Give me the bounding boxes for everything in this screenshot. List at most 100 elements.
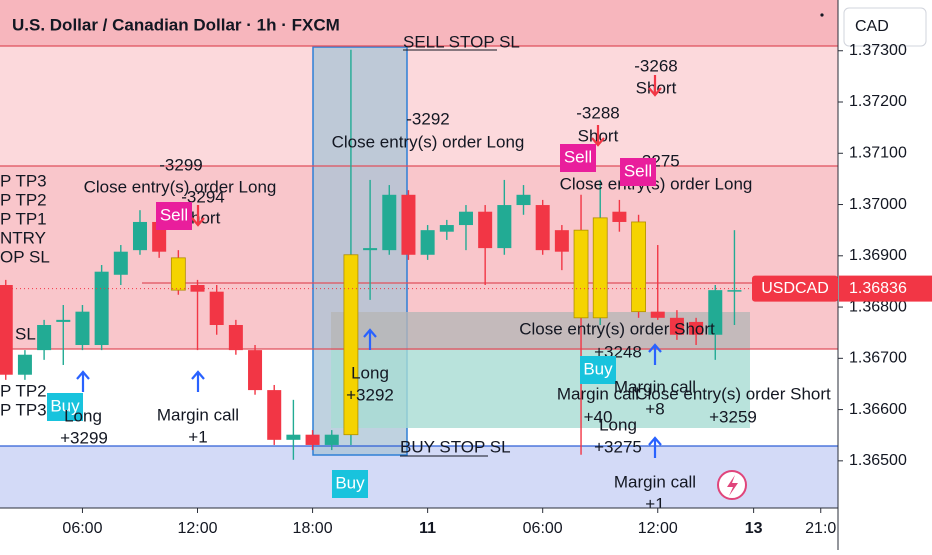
annotation: -3288 (576, 103, 619, 122)
candle-body (650, 311, 665, 318)
annotation: Long (599, 415, 637, 434)
candle-body (727, 290, 742, 292)
candle-body (190, 285, 205, 292)
x-tick-label: 12:00 (638, 520, 678, 537)
dot (820, 13, 824, 17)
annotation: P TP3 (0, 400, 47, 419)
annotation: -3268 (634, 56, 677, 75)
trade-arrow (76, 370, 90, 392)
annotation: +3275 (594, 437, 642, 456)
candle-body (363, 248, 378, 251)
x-tick-label: 13 (745, 520, 763, 537)
candle-body (401, 194, 416, 255)
signal-box (47, 393, 83, 421)
candle-body (75, 311, 90, 345)
annotation: Margin call (614, 377, 696, 396)
signal-box (580, 356, 616, 384)
annotation: BUY STOP SL (400, 437, 511, 456)
price-label: 1.36836 (849, 280, 907, 297)
candle-body (573, 229, 589, 319)
trade-arrow (648, 75, 662, 97)
annotation: -3292 (406, 109, 449, 128)
candle-body (37, 324, 52, 351)
candle-body (286, 434, 301, 440)
x-tick-label: 11 (419, 520, 436, 537)
candle-body (228, 324, 243, 351)
annotation: SELL STOP SL (403, 32, 520, 51)
annotation: +3292 (346, 385, 394, 404)
candle-body (132, 221, 147, 251)
candle-body (56, 319, 71, 322)
trade-arrow (648, 343, 662, 365)
signal-box (620, 158, 656, 186)
axis-panel (838, 0, 932, 550)
candle-body (631, 221, 646, 313)
x-tick-label: 06:00 (523, 520, 563, 537)
annotation: OP SL (0, 247, 50, 266)
candle-body (689, 321, 704, 335)
trade-arrow (191, 370, 205, 392)
candle-body (267, 390, 282, 440)
y-tick-label: 1.36900 (849, 247, 907, 264)
candle-body (420, 230, 435, 255)
annotation: +40 (584, 407, 613, 426)
signal-box (156, 202, 192, 230)
candle-body (516, 194, 531, 206)
candle-body (669, 317, 684, 335)
candle-body (535, 205, 550, 251)
annotation: Close entry(s) order Long (332, 132, 525, 151)
candle-body (382, 194, 397, 251)
y-tick-label: 1.37300 (849, 42, 907, 59)
annotation: Margin call (157, 405, 239, 424)
signal-box (560, 144, 596, 172)
plot (0, 49, 838, 460)
candle-body (94, 271, 109, 345)
signal-label: Sell (160, 205, 188, 224)
y-tick-label: 1.36600 (849, 401, 907, 418)
candle-body (554, 230, 569, 252)
symbol-tag (752, 275, 838, 302)
x-tick-label: 21:0 (805, 520, 836, 537)
annotation: +3299 (60, 428, 108, 447)
annotation: Margin call (614, 472, 696, 491)
symbol-label: USDCAD (761, 280, 829, 297)
annotation: P TP2 (0, 190, 47, 209)
candle-body (478, 211, 493, 249)
y-tick-label: 1.37200 (849, 93, 907, 110)
candle-body (248, 350, 263, 391)
trade-arrow (648, 436, 662, 458)
candle-body (113, 251, 128, 275)
candle-body (305, 434, 320, 445)
candle-body (708, 290, 723, 335)
signal-label: Buy (583, 359, 613, 378)
chart-title: U.S. Dollar / Canadian Dollar · 1h · FXC… (12, 15, 340, 34)
position-box (331, 350, 750, 428)
currency-button[interactable] (843, 7, 927, 47)
candle-body (209, 291, 224, 325)
trade-arrow (363, 328, 377, 350)
annotation: +1 (188, 427, 207, 446)
annotation: P TP1 (0, 209, 47, 228)
annotation: Long (351, 363, 389, 382)
currency[interactable]: CAD (855, 18, 889, 35)
candle-body (592, 217, 608, 319)
annotation: Short (636, 78, 677, 97)
signal-label: Buy (50, 396, 80, 415)
x-tick-label: 18:00 (293, 520, 333, 537)
annotation: NTRY (0, 228, 46, 247)
signal-label: Sell (624, 161, 652, 180)
candle-body (343, 254, 359, 436)
candle-body (497, 205, 512, 249)
y-tick-label: 1.36800 (849, 298, 907, 315)
candle-body (612, 211, 627, 222)
signal-label: Buy (335, 473, 365, 492)
y-tick-label: 1.36700 (849, 350, 907, 367)
annotation: Margin call (557, 384, 639, 403)
candle-body (170, 257, 186, 291)
zone (0, 46, 838, 166)
candle-body (458, 211, 473, 226)
annotation: Close entry(s) order Short (635, 384, 831, 403)
